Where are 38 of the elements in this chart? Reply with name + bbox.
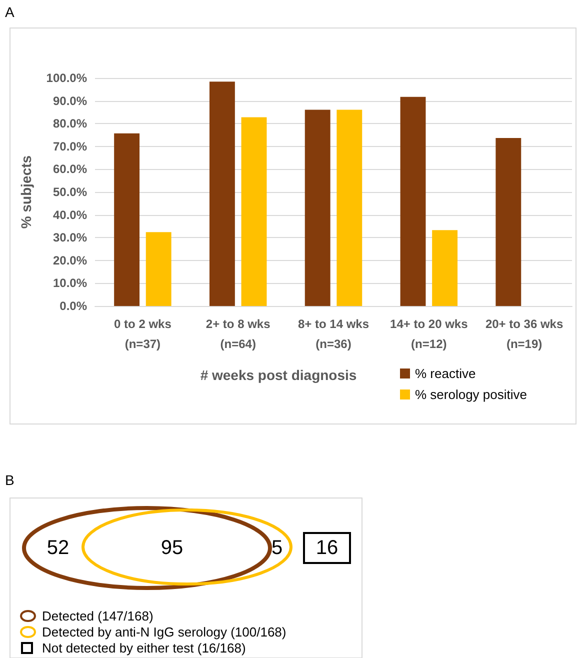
y-tick-label: 0.0%	[60, 299, 88, 313]
y-tick-label: 20.0%	[52, 253, 88, 268]
legend-label: Not detected by either test (16/168)	[42, 640, 246, 656]
bar	[304, 110, 330, 306]
legend-label: Detected by anti-N IgG serology (100/168)	[42, 624, 286, 640]
x-tick-label: 8+ to 14 wks (n=36)	[298, 317, 370, 351]
bar	[114, 133, 140, 306]
y-tick-label: 40.0%	[52, 208, 88, 222]
y-tick-label: 70.0%	[52, 139, 88, 154]
y-tick-label: 90.0%	[52, 94, 88, 108]
legend-label: % reactive	[415, 366, 476, 381]
y-tick-label: 60.0%	[52, 162, 88, 176]
x-tick-label: 14+ to 20 wks (n=12)	[390, 317, 468, 351]
y-tick-label: 100.0%	[46, 71, 88, 85]
y-tick-label: 50.0%	[52, 185, 88, 199]
text: 52	[46, 537, 70, 559]
x-axis-title: # weeks post diagnosis	[200, 367, 357, 383]
bar	[336, 110, 362, 306]
chart-title: A	[5, 4, 15, 20]
x-tick-label: 20+ to 36 wks (n=19)	[485, 317, 564, 351]
x-tick-label: 2+ to 8 wks (n=64)	[206, 317, 271, 351]
bar	[496, 138, 522, 306]
y-axis-title: % subjects	[18, 155, 34, 229]
bar	[400, 96, 426, 306]
y-tick-label: 10.0%	[52, 276, 88, 290]
text: B	[5, 472, 14, 488]
bar	[146, 232, 172, 306]
text: 16	[316, 537, 338, 559]
y-tick-label: 80.0%	[52, 116, 88, 131]
y-tick-label: 30.0%	[52, 230, 88, 245]
text: 5	[271, 537, 283, 559]
bar	[209, 82, 235, 306]
legend-label: Detected (147/168)	[42, 608, 154, 624]
legend-label: % serology positive	[415, 387, 527, 402]
text: 95	[160, 537, 184, 559]
x-tick-label: 0 to 2 wks (n=37)	[114, 317, 172, 351]
bar	[432, 230, 458, 306]
bar	[241, 117, 267, 306]
